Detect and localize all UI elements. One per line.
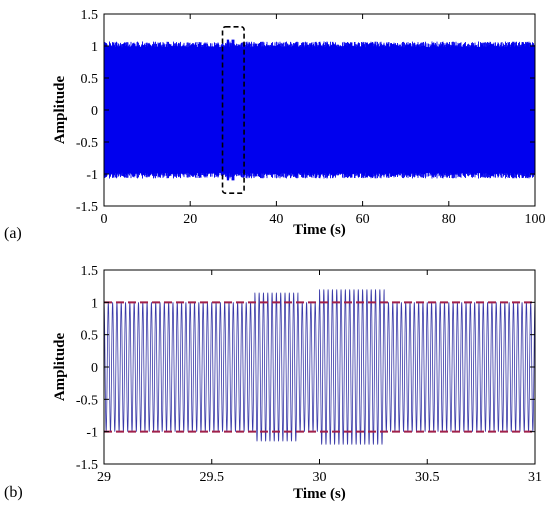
y-tick-label: 0 xyxy=(91,104,98,119)
y-tick-label: 0.5 xyxy=(81,329,99,344)
y-axis-label: Amplitude xyxy=(52,75,68,144)
x-tick-label: 60 xyxy=(356,212,370,227)
x-tick-label: 80 xyxy=(442,212,456,227)
series-line xyxy=(104,41,535,179)
series-peak xyxy=(226,39,235,181)
x-tick-label: 31 xyxy=(528,470,542,485)
y-tick-label: -0.5 xyxy=(76,393,98,408)
y-tick-label: 1.5 xyxy=(81,8,99,23)
x-tick-label: 20 xyxy=(183,212,197,227)
y-tick-label: 1 xyxy=(91,40,98,55)
x-tick-label: 30 xyxy=(313,470,327,485)
x-axis-label: Time (s) xyxy=(293,222,346,238)
y-tick-label: 1 xyxy=(91,296,98,311)
panel-label: (a) xyxy=(4,225,22,242)
x-tick-label: 29 xyxy=(97,470,111,485)
y-tick-label: 0.5 xyxy=(81,72,99,87)
y-tick-label: 0 xyxy=(91,361,98,376)
x-tick-label: 40 xyxy=(269,212,283,227)
series-line xyxy=(104,289,535,445)
y-tick-label: -0.5 xyxy=(76,136,98,151)
panel-label: (b) xyxy=(4,484,23,501)
y-tick-label: -1.5 xyxy=(76,458,98,473)
chart-panel-a: 0 20 40 60 80 100 -1.5 -1 -0.5 0 0.5 1 1.5 Time (s) Am… xyxy=(4,8,546,242)
x-tick-label: 0 xyxy=(101,212,108,227)
x-tick-label: 30.5 xyxy=(415,470,440,485)
y-tick-label: 1.5 xyxy=(81,264,99,279)
y-tick-label: -1 xyxy=(86,426,98,441)
plot-content xyxy=(104,289,535,445)
x-tick-label: 29.5 xyxy=(200,470,225,485)
chart-panel-b: 29 29.5 30 30.5 31 -1.5 -1 -0.5 0 0.5 1 1.5 Time (s)… xyxy=(4,264,542,502)
y-tick-label: -1 xyxy=(86,168,98,183)
x-tick-label: 100 xyxy=(525,212,546,227)
y-axis-label: Amplitude xyxy=(52,332,68,401)
plot-content xyxy=(104,39,535,181)
y-tick-label: -1.5 xyxy=(76,200,98,215)
x-axis-label: Time (s) xyxy=(293,486,346,502)
zoom-box xyxy=(221,25,245,194)
